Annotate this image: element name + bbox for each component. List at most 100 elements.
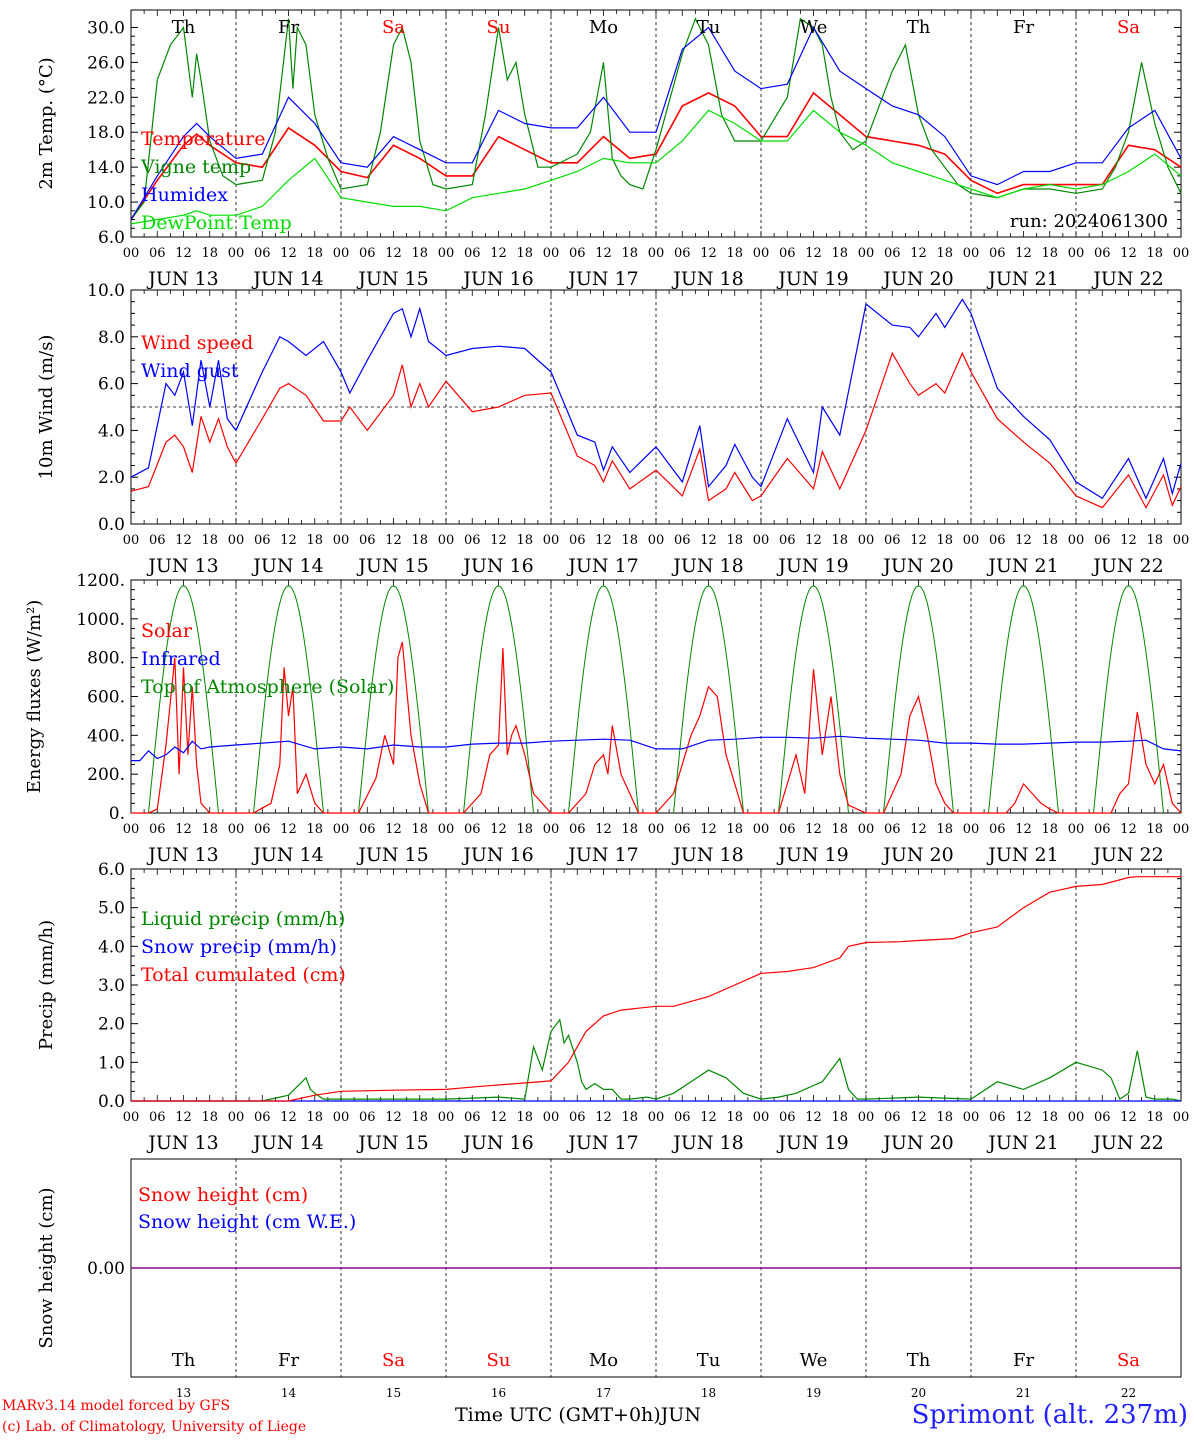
hour-label: 06: [989, 533, 1006, 548]
weekday-label: Mo: [589, 1350, 618, 1371]
toa-solar-curve: [463, 585, 534, 814]
hour-label: 00: [123, 822, 140, 837]
hour-label: 12: [385, 822, 402, 837]
hour-label: 06: [1094, 246, 1111, 261]
toa-solar-curve: [253, 585, 324, 814]
date-label: JUN 18: [671, 844, 743, 866]
lab-credit: (c) Lab. of Climatology, University of L…: [2, 1419, 307, 1435]
weekday-label-top: Tu: [697, 17, 721, 38]
hour-label: 00: [438, 822, 455, 837]
series-line: [131, 1018, 1182, 1102]
date-label: JUN 20: [881, 1132, 953, 1154]
date-label: JUN 16: [461, 844, 533, 866]
y-tick-label: 14.0: [87, 158, 125, 178]
hour-label: 06: [884, 533, 901, 548]
hour-label: 06: [1094, 1110, 1111, 1125]
hour-label: 00: [438, 246, 455, 261]
weekday-label-top: Su: [487, 17, 511, 38]
hour-label: 06: [464, 1110, 481, 1125]
hour-label: 06: [359, 246, 376, 261]
hour-label: 06: [779, 1110, 796, 1125]
hour-label: 00: [1173, 246, 1190, 261]
run-annotation: run: 2024061300: [1010, 211, 1168, 232]
hour-label: 18: [1146, 1110, 1163, 1125]
hour-label: 12: [595, 246, 612, 261]
y-tick-label: 10.0: [87, 281, 125, 301]
hour-label: 12: [490, 246, 507, 261]
hour-label: 00: [123, 246, 140, 261]
hour-label: 00: [543, 822, 560, 837]
date-label: JUN 18: [671, 555, 743, 577]
day-number-label: 13: [176, 1386, 191, 1400]
hour-label: 00: [1068, 533, 1085, 548]
hour-label: 06: [1094, 822, 1111, 837]
hour-label: 00: [753, 822, 770, 837]
hour-label: 18: [411, 246, 428, 261]
series-line: [131, 641, 1182, 814]
hour-label: 18: [306, 533, 323, 548]
series-line: [130, 298, 1182, 500]
hour-label: 00: [858, 822, 875, 837]
y-tick-label: 0.0: [98, 515, 125, 535]
toa-solar-curve: [883, 585, 954, 814]
date-label: JUN 19: [776, 1132, 848, 1154]
date-label: JUN 21: [986, 1132, 1058, 1154]
weekday-label: Fr: [1013, 1350, 1034, 1371]
hour-label: 00: [858, 1110, 875, 1125]
hour-label: 06: [989, 246, 1006, 261]
hour-label: 18: [201, 822, 218, 837]
hour-label: 06: [254, 822, 271, 837]
date-label: JUN 14: [251, 555, 323, 577]
date-label: JUN 13: [146, 268, 218, 290]
y-tick-label: 6.0: [98, 228, 125, 248]
hour-label: 18: [201, 246, 218, 261]
date-label: JUN 14: [251, 268, 323, 290]
hour-label: 12: [1120, 1110, 1137, 1125]
panel-4: 0.0 1.0 2.0 3.0 4.0 5.0 6.0 Precip (mm/h) Liquid…: [36, 860, 1189, 1154]
hour-label: 18: [621, 1110, 638, 1125]
hour-label: 18: [831, 246, 848, 261]
date-label: JUN 16: [461, 1132, 533, 1154]
weekday-label: Sa: [382, 1350, 405, 1371]
hour-label: 18: [936, 533, 953, 548]
hour-label: 06: [779, 822, 796, 837]
series-line: [130, 26, 1182, 220]
hour-label: 12: [385, 1110, 402, 1125]
weekday-label-top: Fr: [1013, 17, 1034, 38]
y-tick-label: 200.: [87, 765, 125, 785]
hour-label: 18: [411, 533, 428, 548]
hour-label: 12: [280, 246, 297, 261]
legend-entry: Top of Atmosphere (Solar): [141, 676, 394, 698]
weekday-label-top: Sa: [1117, 17, 1140, 38]
hour-label: 06: [149, 1110, 166, 1125]
hour-label: 06: [359, 822, 376, 837]
hour-label: 12: [490, 822, 507, 837]
hour-label: 06: [674, 1110, 691, 1125]
hour-label: 18: [726, 533, 743, 548]
hour-label: 06: [884, 246, 901, 261]
y-tick-label: 8.0: [98, 328, 125, 348]
hour-label: 12: [595, 822, 612, 837]
hour-label: 00: [753, 1110, 770, 1125]
weekday-label: Th: [907, 1350, 931, 1371]
legend-entry: Temperature: [141, 128, 265, 150]
date-label: JUN 17: [566, 268, 638, 290]
date-label: JUN 19: [776, 555, 848, 577]
hour-label: 06: [989, 822, 1006, 837]
hour-label: 06: [464, 822, 481, 837]
legend-entry: Wind gust: [141, 360, 239, 382]
date-label: JUN 20: [881, 844, 953, 866]
hour-label: 06: [254, 246, 271, 261]
hour-label: 06: [674, 822, 691, 837]
hour-label: 00: [963, 533, 980, 548]
hour-label: 00: [648, 822, 665, 837]
date-label: JUN 15: [356, 1132, 428, 1154]
hour-label: 18: [201, 1110, 218, 1125]
hour-label: 00: [438, 1110, 455, 1125]
station-name: Sprimont (alt. 237m): [911, 1400, 1188, 1430]
y-tick-label: 4.0: [98, 937, 125, 957]
hour-label: 06: [149, 246, 166, 261]
hour-label: 18: [306, 822, 323, 837]
weekday-label: Sa: [1117, 1350, 1140, 1371]
hour-label: 00: [648, 246, 665, 261]
